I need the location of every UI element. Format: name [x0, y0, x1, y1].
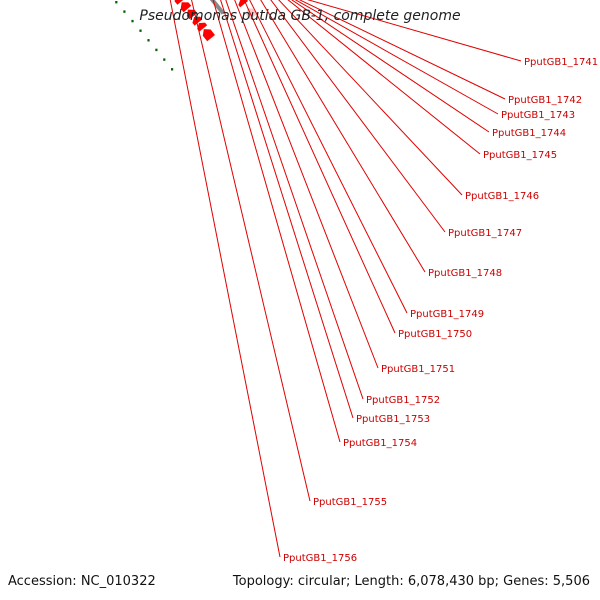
leader-line	[220, 0, 354, 419]
gene-label: PputGB1_1755	[313, 497, 387, 508]
label-leader-lines	[169, 0, 522, 558]
gene-arrow	[202, 29, 215, 42]
gene-arrow	[197, 22, 208, 32]
gene-label: PputGB1_1754	[343, 438, 417, 449]
gene-label: PputGB1_1749	[410, 309, 484, 320]
leader-line	[287, 0, 481, 155]
map-title: Pseudomonas putida GB-1, complete genome	[139, 8, 461, 24]
minor-tick-dot	[131, 19, 134, 23]
gene-label: PputGB1_1745	[483, 150, 557, 161]
gene-arrow-outer	[238, 0, 248, 8]
leader-line	[225, 0, 364, 400]
genome-backbone-arc	[209, 0, 225, 15]
leader-line	[278, 0, 463, 196]
leader-line	[249, 0, 408, 314]
leader-line	[291, 0, 490, 133]
gene-features	[174, 0, 258, 42]
leader-line	[243, 0, 396, 334]
gene-label: PputGB1_1751	[381, 364, 455, 375]
minor-tick-dot	[163, 58, 166, 61]
gene-label: PputGB1_1752	[366, 395, 440, 406]
gene-label: PputGB1_1743	[501, 110, 575, 121]
minor-tick-dot	[115, 1, 118, 4]
gene-arrow	[180, 2, 192, 13]
gene-label: PputGB1_1756	[283, 553, 357, 564]
minor-tick-dots-inner	[115, 1, 174, 71]
leader-line	[294, 0, 499, 115]
gene-label: PputGB1_1744	[492, 128, 566, 139]
gene-arrow	[174, 0, 184, 5]
gene-label: PputGB1_1742	[508, 95, 582, 106]
gene-label: PputGB1_1746	[465, 191, 539, 202]
gene-label: PputGB1_1750	[398, 329, 472, 340]
leader-line	[298, 0, 506, 100]
leader-line	[169, 0, 281, 558]
leader-line	[212, 0, 341, 443]
gene-arrow	[192, 16, 203, 26]
leader-line	[191, 0, 311, 502]
gene-labels: PputGB1_1741 PputGB1_1742 PputGB1_1743 Pput…	[283, 57, 598, 564]
minor-tick-dot	[147, 39, 150, 42]
minor-tick-dot	[139, 29, 142, 32]
leader-line	[260, 0, 426, 273]
topology-text: Topology: circular; Length: 6,078,430 bp…	[232, 574, 590, 589]
gene-label: PputGB1_1753	[356, 414, 430, 425]
gene-label: PputGB1_1747	[448, 228, 522, 239]
leader-line	[270, 0, 446, 233]
leader-line	[234, 0, 379, 369]
gene-label: PputGB1_1741	[524, 57, 598, 68]
leader-line	[307, 0, 522, 62]
gene-label: PputGB1_1748	[428, 268, 502, 279]
minor-tick-dot	[171, 68, 174, 71]
minor-tick-dot	[123, 10, 126, 13]
accession-text: Accession: NC_010322	[8, 574, 156, 589]
minor-tick-dot	[155, 48, 158, 52]
